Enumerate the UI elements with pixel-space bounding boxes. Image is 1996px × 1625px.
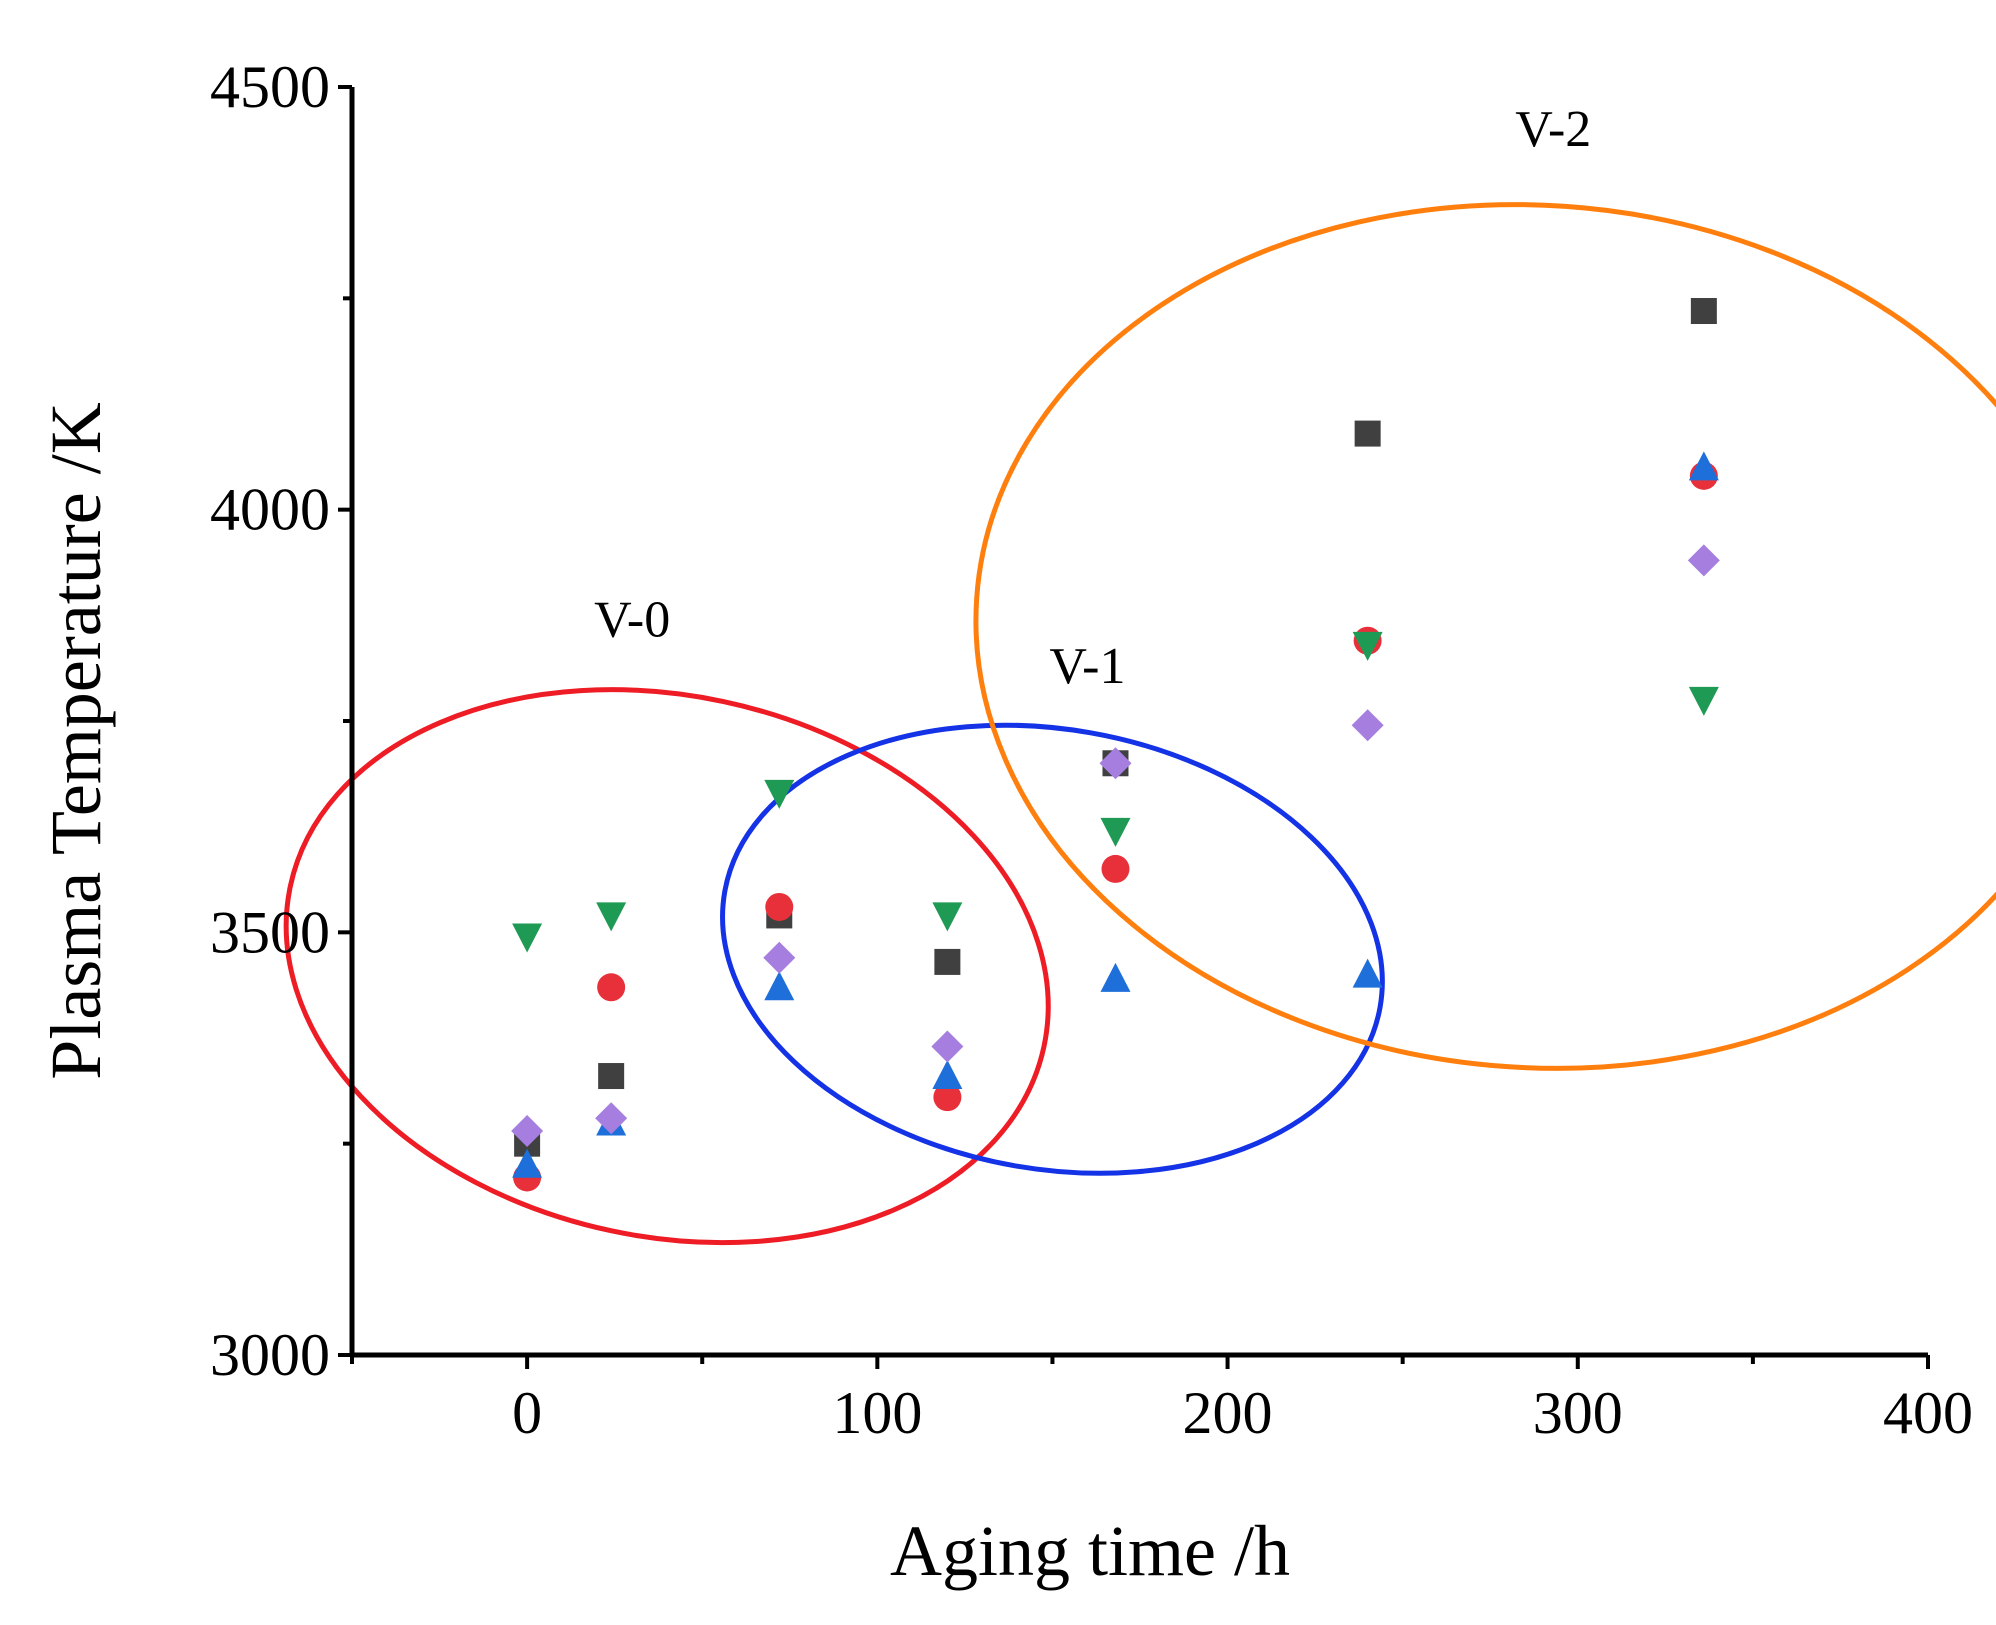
data-point-triangle-down <box>512 924 542 953</box>
y-tick-label: 4000 <box>210 477 330 543</box>
axes: 0 100 200 300 400 3000 3500 4000 4500 <box>210 54 1973 1446</box>
x-axis-title: Aging time /h <box>890 1511 1290 1591</box>
data-point-triangle-up <box>932 1060 962 1089</box>
group-ellipse-v-2 <box>947 167 1996 1105</box>
data-point-square <box>934 949 960 975</box>
data-point-diamond <box>931 1030 963 1062</box>
data-point-diamond <box>1352 709 1384 741</box>
x-ticks: 0 100 200 300 400 <box>352 1355 1973 1446</box>
y-tick-label: 3500 <box>210 899 330 965</box>
y-ticks: 3000 3500 4000 4500 <box>210 54 352 1388</box>
data-point-triangle-up <box>1689 451 1719 480</box>
plasma-temperature-scatter-chart: 0 100 200 300 400 3000 3500 4000 4500 V-0 V-1 V-2… <box>0 0 1996 1625</box>
data-point-diamond <box>1688 544 1720 576</box>
group-ellipse-v-1 <box>687 675 1419 1223</box>
group-label-v-0: V-0 <box>594 591 670 648</box>
group-labels: V-0 V-1 V-2 <box>594 101 1591 695</box>
data-point-triangle-down <box>764 780 794 809</box>
group-label-v-2: V-2 <box>1515 101 1591 158</box>
data-point-triangle-down <box>596 902 626 931</box>
data-markers <box>511 298 1720 1191</box>
data-point-square <box>598 1063 624 1089</box>
data-point-triangle-down <box>932 902 962 931</box>
data-point-triangle-down <box>1100 818 1130 847</box>
x-tick-label: 0 <box>512 1380 542 1446</box>
group-label-v-1: V-1 <box>1049 638 1125 695</box>
x-tick-label: 300 <box>1533 1380 1623 1446</box>
x-tick-label: 200 <box>1183 1380 1273 1446</box>
y-axis-title: Plasma Temperature /K <box>36 402 116 1079</box>
data-point-triangle-up <box>764 971 794 1000</box>
data-point-triangle-down <box>1689 687 1719 716</box>
x-tick-label: 100 <box>832 1380 922 1446</box>
y-tick-label: 3000 <box>210 1322 330 1388</box>
data-point-circle <box>1101 855 1129 883</box>
group-ellipses <box>234 167 1996 1311</box>
data-point-diamond <box>763 942 795 974</box>
data-point-circle <box>765 893 793 921</box>
data-point-circle <box>597 973 625 1001</box>
data-point-square <box>1355 421 1381 447</box>
data-point-square <box>1691 298 1717 324</box>
data-point-triangle-up <box>1353 959 1383 988</box>
y-tick-label: 4500 <box>210 54 330 120</box>
data-point-triangle-up <box>1100 963 1130 992</box>
x-tick-label: 400 <box>1883 1380 1973 1446</box>
